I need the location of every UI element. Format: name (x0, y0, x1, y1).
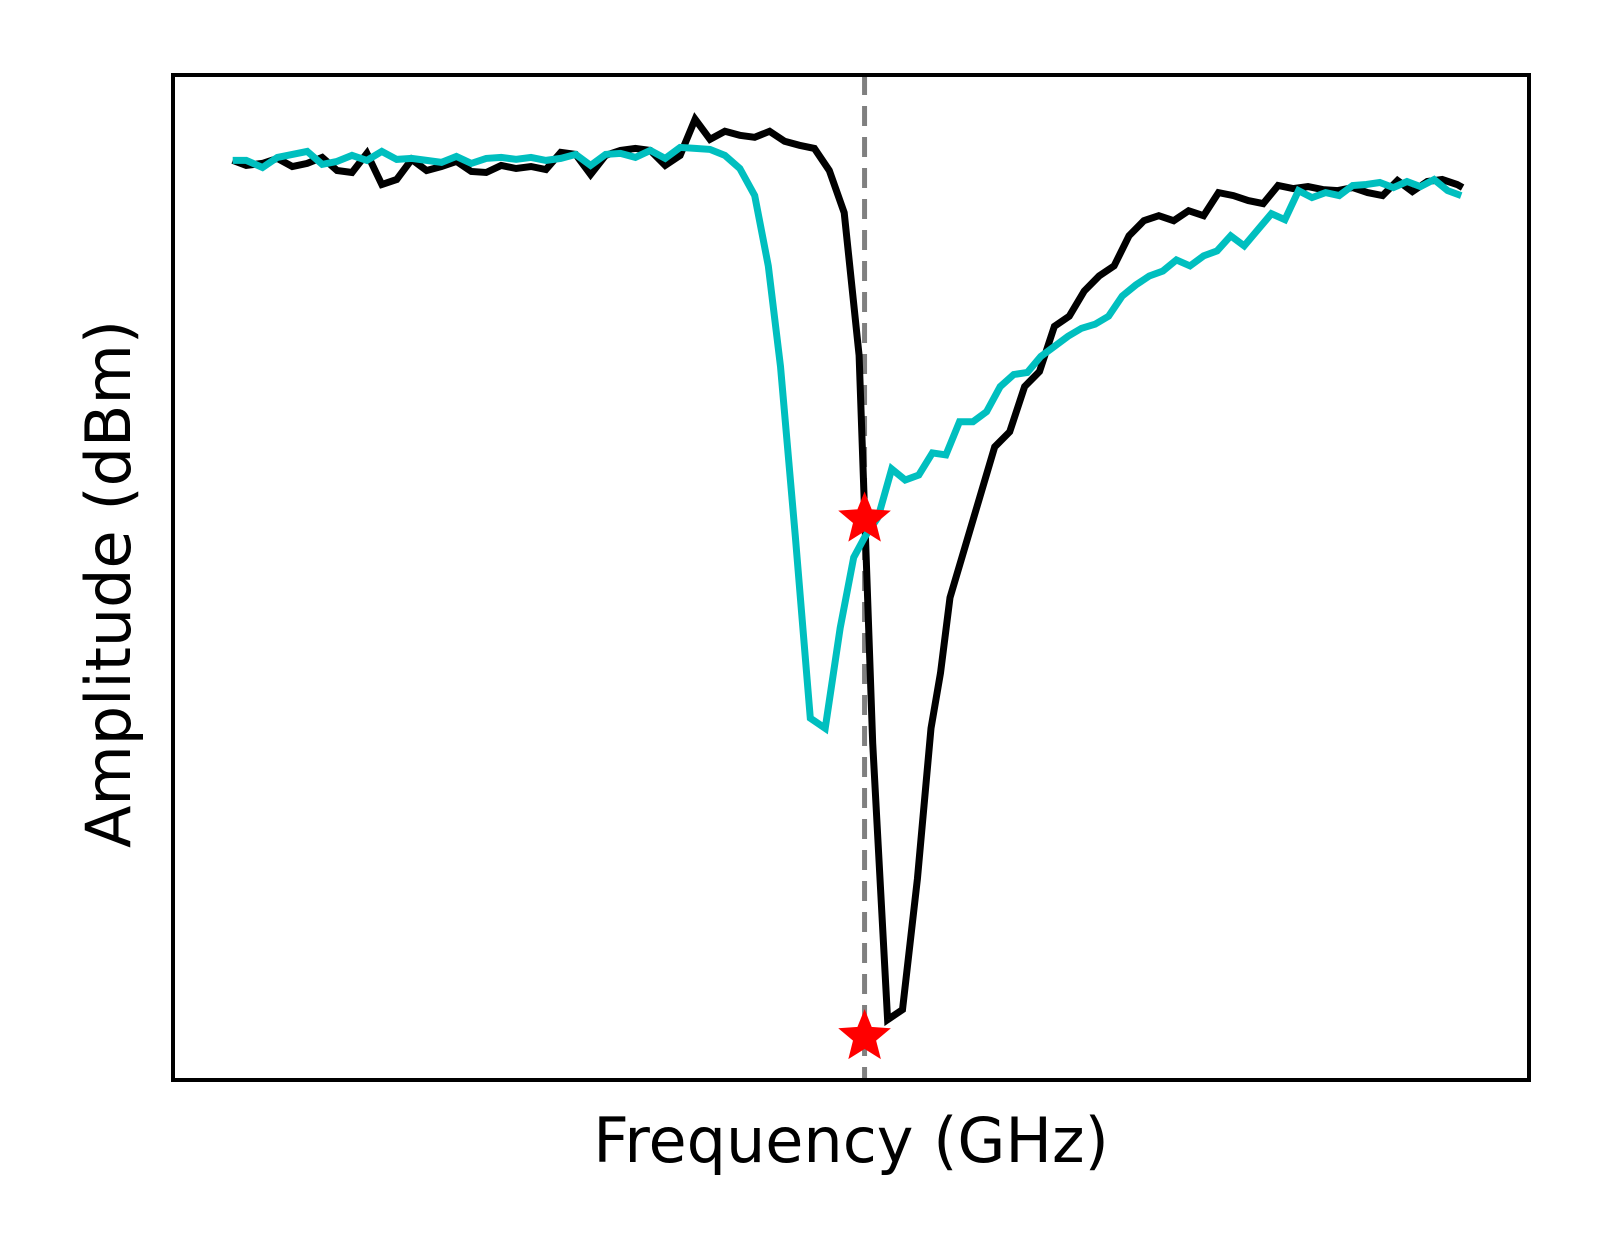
star-marker-1 (838, 491, 891, 542)
y-axis-label: Amplitude (dBm) (72, 320, 145, 848)
star-marker-2 (838, 1009, 891, 1060)
plot-area (231, 75, 1465, 1080)
plot-frame (171, 73, 1531, 1082)
series-line-1 (231, 112, 1465, 1027)
x-axis-label: Frequency (GHz) (593, 1104, 1109, 1177)
